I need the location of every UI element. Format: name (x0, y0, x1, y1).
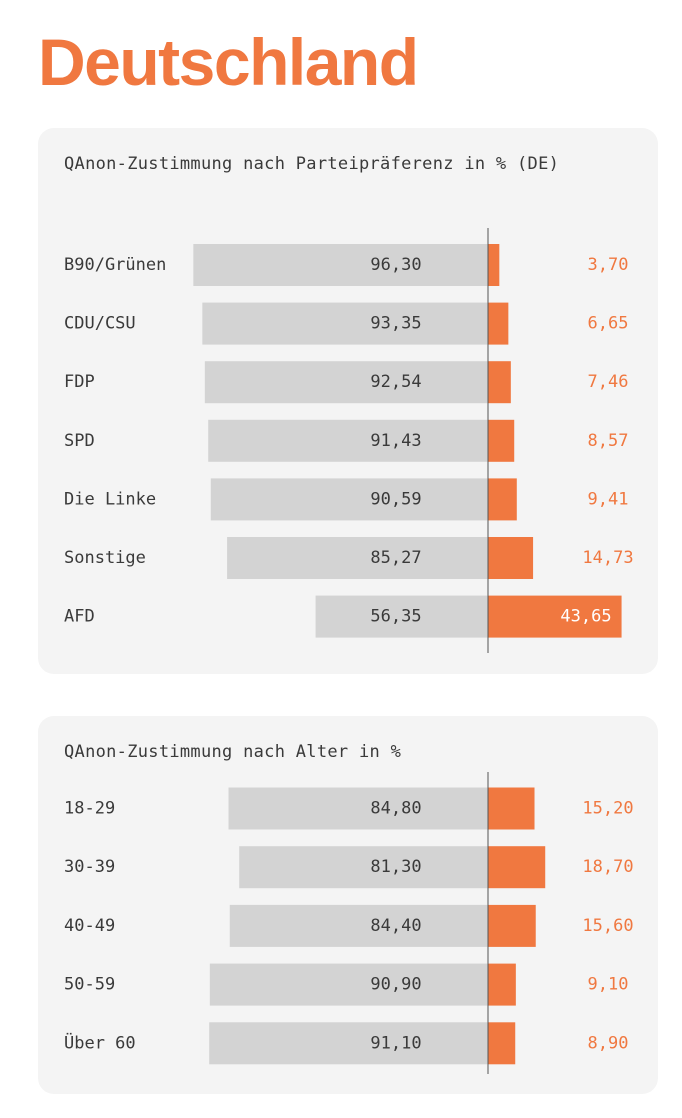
page-title: Deutschland (38, 25, 419, 99)
value-label-disagree: 93,35 (370, 314, 421, 334)
bar-disagree (209, 1022, 488, 1065)
bar-agree (488, 244, 500, 286)
age-chart-card: QAnon-Zustimmung nach Alter in % 18-29 84… (38, 716, 658, 1094)
category-label: SPD (64, 431, 95, 451)
bar-disagree (239, 846, 488, 889)
bar-disagree (193, 244, 488, 286)
bar-disagree (209, 963, 488, 1006)
party-chart: B90/Grünen 96,30 3,70 CDU/CSU 93,35 6,65 FDP 92… (64, 228, 634, 653)
category-label: 30-39 (64, 857, 115, 877)
bar-disagree (202, 302, 488, 345)
bar-disagree (315, 595, 488, 638)
value-label-agree: 14,73 (582, 548, 633, 568)
category-label: AFD (64, 607, 95, 627)
value-label-agree: 15,60 (582, 916, 633, 936)
bar-agree (488, 846, 546, 889)
value-label-agree: 9,41 (588, 489, 629, 509)
category-label: B90/Grünen (64, 255, 166, 275)
category-label: FDP (64, 372, 95, 392)
age-chart-title: QAnon-Zustimmung nach Alter in % (64, 742, 402, 762)
category-label: Über 60 (64, 1031, 136, 1053)
bar-agree (488, 1022, 516, 1065)
bar-agree (488, 361, 511, 404)
value-label-agree: 7,46 (588, 372, 629, 392)
value-label-disagree: 84,80 (370, 799, 421, 819)
value-label-disagree: 90,90 (370, 975, 421, 995)
value-label-disagree: 91,43 (370, 431, 421, 451)
value-label-disagree: 90,59 (370, 489, 421, 509)
bar-disagree (208, 419, 489, 462)
party-chart-title: QAnon-Zustimmung nach Parteipräferenz in… (64, 154, 560, 174)
value-label-disagree: 92,54 (370, 372, 421, 392)
bar-disagree (227, 537, 489, 579)
bar-disagree (229, 904, 488, 947)
value-label-disagree: 91,10 (370, 1033, 421, 1053)
value-label-agree: 6,65 (588, 314, 629, 334)
category-label: 40-49 (64, 916, 115, 936)
value-label-agree: 3,70 (588, 255, 629, 275)
bar-agree (488, 419, 515, 462)
value-label-disagree: 81,30 (370, 857, 421, 877)
category-label: Sonstige (64, 548, 146, 568)
value-label-disagree: 56,35 (370, 607, 421, 627)
category-label: Die Linke (64, 489, 156, 509)
value-label-disagree: 96,30 (370, 255, 421, 275)
category-label: 18-29 (64, 799, 115, 819)
party-chart-card: QAnon-Zustimmung nach Parteipräferenz in… (38, 128, 658, 674)
bar-agree (488, 595, 622, 638)
bar-agree (488, 787, 535, 830)
bar-agree (488, 904, 536, 947)
value-label-agree: 18,70 (582, 857, 633, 877)
value-label-agree: 9,10 (588, 975, 629, 995)
category-label: CDU/CSU (64, 314, 136, 334)
bar-disagree (228, 787, 488, 830)
bar-disagree (204, 361, 488, 404)
value-label-disagree: 84,40 (370, 916, 421, 936)
value-label-disagree: 85,27 (370, 548, 421, 568)
value-label-agree: 8,57 (588, 431, 629, 451)
bar-agree (488, 478, 517, 521)
value-label-agree: 43,65 (560, 607, 611, 627)
bar-agree (488, 302, 509, 345)
bar-agree (488, 963, 516, 1006)
bar-agree (488, 537, 534, 579)
value-label-agree: 8,90 (588, 1033, 629, 1053)
value-label-agree: 15,20 (582, 799, 633, 819)
category-label: 50-59 (64, 975, 115, 995)
age-chart: 18-29 84,80 15,20 30-39 81,30 18,70 40-49 84,40… (64, 772, 634, 1074)
bar-disagree (210, 478, 488, 521)
